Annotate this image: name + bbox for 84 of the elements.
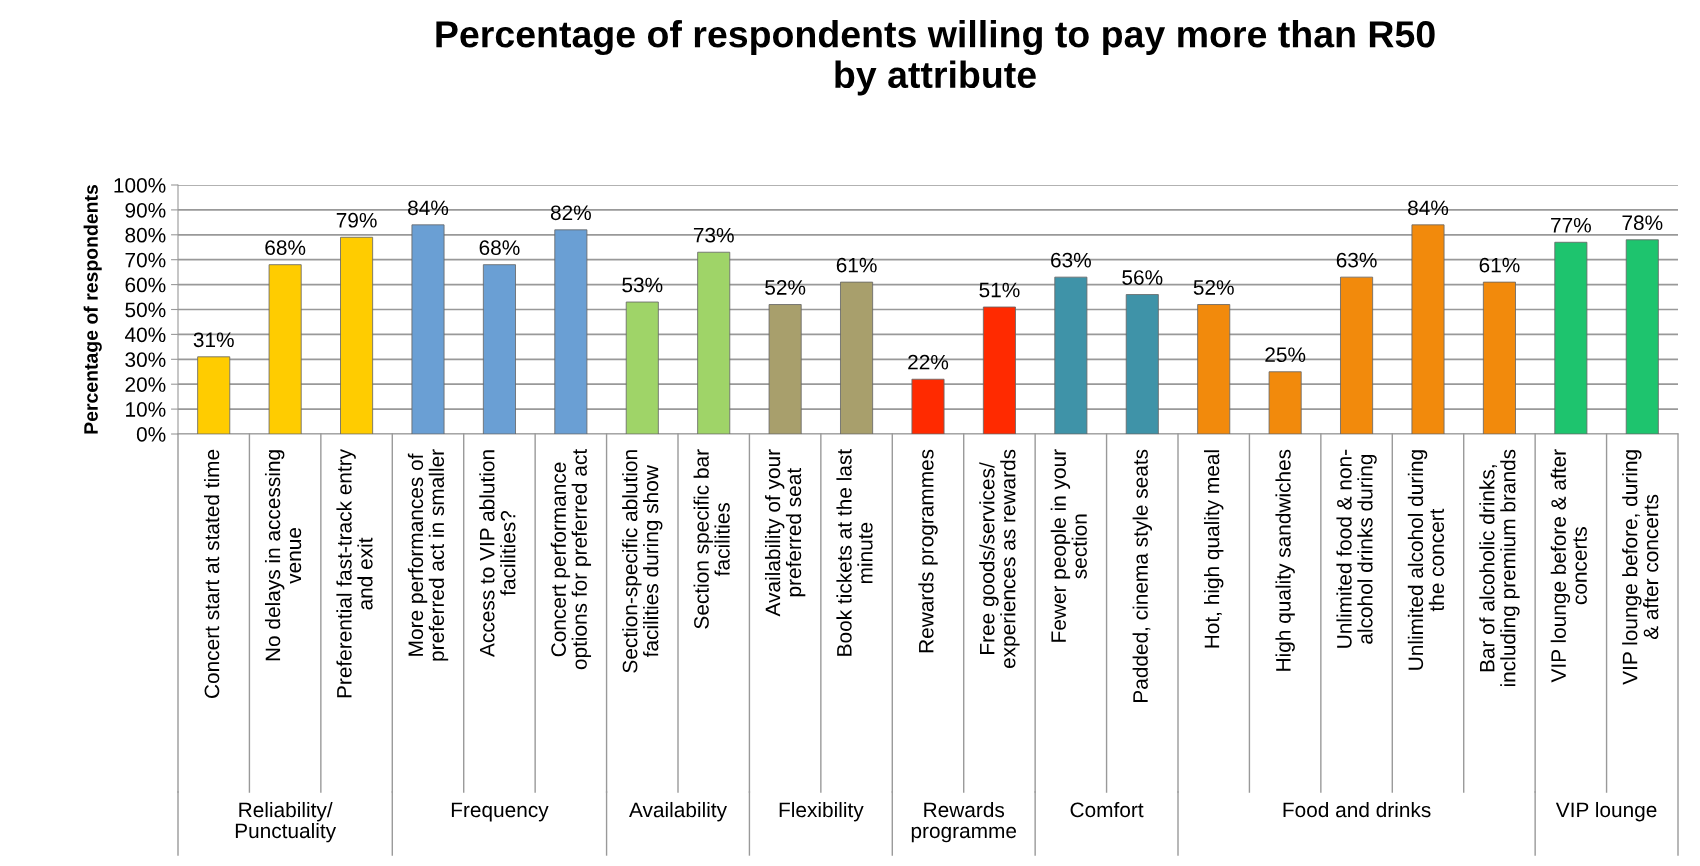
bar	[268, 264, 302, 434]
text: Rewards programme	[911, 801, 1017, 843]
data-label: 68%	[265, 240, 306, 256]
y-tick-label: 90%	[125, 202, 166, 218]
x-tick-label: Access to VIP ablution facilities?	[479, 450, 516, 657]
bar	[197, 356, 231, 434]
y-tick-label: 20%	[125, 377, 166, 392]
bar	[554, 229, 588, 434]
chart-title: Percentage of respondents willing to pay more than R50 by attribute	[436, 20, 1435, 96]
text: VIP lounge	[1555, 801, 1657, 822]
x-tick-label: Section-specific ablution facilities during show	[622, 450, 663, 673]
text: Comfort	[1070, 801, 1144, 818]
x-tick-label: Unlimited alcohol during the concert	[1407, 450, 1445, 670]
bar	[1125, 294, 1159, 434]
text: Flexibility	[779, 801, 864, 822]
data-label: 73%	[693, 227, 734, 243]
bar	[625, 301, 659, 434]
data-label: 63%	[1336, 252, 1377, 268]
data-label: 61%	[1479, 257, 1520, 273]
data-label: 22%	[908, 354, 949, 370]
data-label: 78%	[1622, 215, 1663, 231]
bar	[1197, 304, 1231, 434]
bar	[1625, 239, 1659, 434]
bar	[1054, 276, 1088, 434]
x-tick-label: No delays in accessing venue	[264, 450, 302, 661]
y-tick-label: 10%	[126, 402, 166, 417]
y-tick-label: 80%	[125, 227, 166, 243]
data-label: 52%	[1193, 280, 1234, 295]
x-tick-label: High quality sandwiches	[1275, 449, 1295, 671]
bar	[911, 378, 945, 434]
bar	[1554, 241, 1588, 434]
bar	[768, 304, 802, 434]
data-label: 79%	[336, 212, 377, 228]
x-tick-label: Fewer people in your section	[1050, 449, 1087, 642]
bar	[840, 281, 874, 434]
bar	[1482, 281, 1516, 434]
text: Availability	[629, 801, 727, 822]
x-tick-label: More performances of preferred act in smaller	[407, 449, 449, 661]
x-tick-label: VIP lounge before & after concerts	[1550, 449, 1587, 683]
x-tick-label: Unlimited food & non- alcohol drinks during	[1336, 449, 1377, 648]
x-tick-label: Free goods/services/ experiences as rewards	[979, 449, 1020, 669]
x-tick-label: VIP lounge before, during & after concerts	[1622, 450, 1659, 685]
bar	[1411, 224, 1445, 434]
x-tick-label: Concert start at stated time	[204, 449, 220, 698]
bar	[340, 236, 374, 434]
bar	[982, 306, 1016, 434]
x-tick-label: Hot, high quality meal	[1204, 450, 1224, 648]
data-label: 31%	[193, 332, 234, 348]
data-label: 52%	[765, 280, 806, 295]
data-label: 61%	[836, 257, 877, 273]
bar	[1268, 371, 1302, 434]
text: Reliability/ Punctuality	[235, 801, 337, 843]
bar	[1340, 276, 1374, 434]
data-label: 51%	[979, 282, 1020, 298]
bar	[697, 251, 731, 434]
data-label: 63%	[1051, 252, 1091, 268]
data-label: 25%	[1265, 347, 1306, 363]
bar	[411, 224, 445, 434]
text: Frequency	[451, 802, 549, 822]
x-tick-label: Preferential fast-track entry and exit	[336, 448, 373, 698]
data-label: 82%	[550, 205, 591, 221]
y-tick-label: 60%	[125, 277, 166, 293]
y-tick-label: 50%	[125, 302, 166, 318]
data-label: 53%	[622, 277, 663, 293]
y-tick-label: 0%	[136, 427, 166, 442]
x-tick-label: Availability of your preferred seat	[764, 449, 806, 617]
x-tick-label: Concert performance options for preferred act	[550, 449, 592, 670]
data-label: 77%	[1551, 217, 1591, 233]
y-tick-label: 30%	[125, 352, 166, 368]
y-tick-label: 70%	[125, 252, 166, 268]
data-label: 68%	[479, 240, 520, 256]
bar	[482, 264, 516, 434]
data-label: 84%	[1408, 200, 1449, 216]
data-label: 84%	[408, 200, 449, 216]
x-tick-label: Padded, cinema style seats	[1132, 449, 1152, 702]
x-tick-label: Bar of alcoholic drinks, including premium brands	[1479, 449, 1520, 687]
text: Food and drinks	[1283, 801, 1431, 818]
x-tick-label: Rewards programmes	[918, 449, 938, 653]
x-tick-label: Book tickets at the last minute	[836, 449, 873, 656]
data-label: 56%	[1122, 270, 1163, 285]
y-tick-label: 40%	[124, 327, 166, 343]
y-axis-title: Percentage of respondents	[83, 184, 102, 434]
y-tick-label: 100%	[114, 178, 166, 193]
x-tick-label: Section specific bar facilities	[693, 449, 730, 629]
